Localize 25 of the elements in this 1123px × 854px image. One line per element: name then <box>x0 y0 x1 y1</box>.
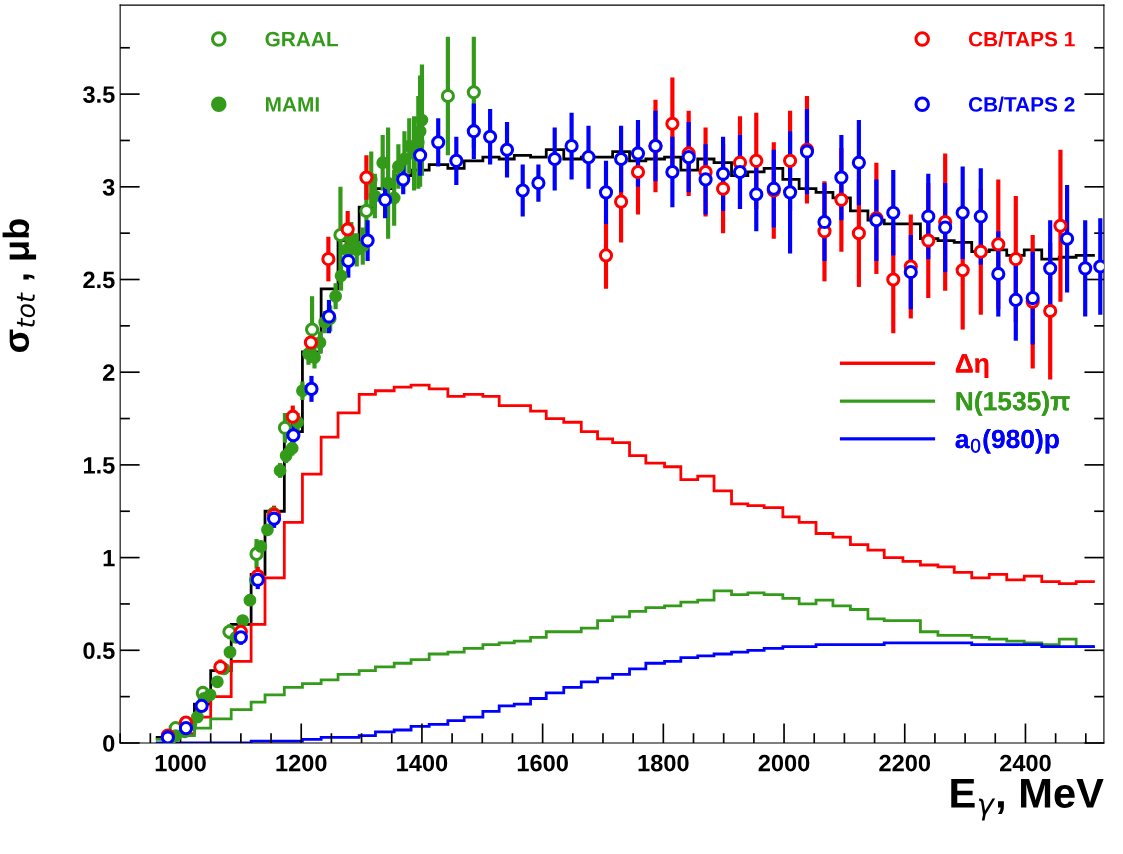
x-tick-label: 2000 <box>758 754 810 772</box>
x-tick-label: 1200 <box>276 754 327 772</box>
legend-label: GRAAL <box>265 31 339 47</box>
x-axis-title: E$_{γ}$, MeV <box>951 778 1104 821</box>
legend-label: CB/TAPS 2 <box>968 96 1075 113</box>
legend-label: Δη <box>955 354 989 378</box>
x-tick-label: 1800 <box>638 754 689 772</box>
x-tick-label: 1600 <box>517 754 568 772</box>
y-tick-label: 3.5 <box>83 86 115 103</box>
y-tick-label: 3 <box>102 178 115 196</box>
legend-label: CB/TAPS 1 <box>968 31 1075 47</box>
y-tick-label: 2.5 <box>83 271 115 289</box>
x-tick-label: 2200 <box>879 754 931 772</box>
y-axis-title: σ$_{tot}$ , μb <box>2 219 37 352</box>
legend-label: MAMI <box>266 97 319 112</box>
legend-label: a$_{0}$(980)p <box>955 428 1059 454</box>
y-tick-label: 2 <box>102 364 115 381</box>
y-tick-label: 0 <box>103 735 115 752</box>
y-tick-label: 1 <box>103 549 115 567</box>
y-tick-label: 1.5 <box>83 457 115 474</box>
y-tick-label: 0.5 <box>83 642 115 660</box>
x-tick-label: 1000 <box>155 754 206 772</box>
x-tick-label: 2400 <box>1000 754 1051 772</box>
x-tick-label: 1400 <box>397 754 448 772</box>
legend-label: N(1535)π <box>956 391 1070 416</box>
